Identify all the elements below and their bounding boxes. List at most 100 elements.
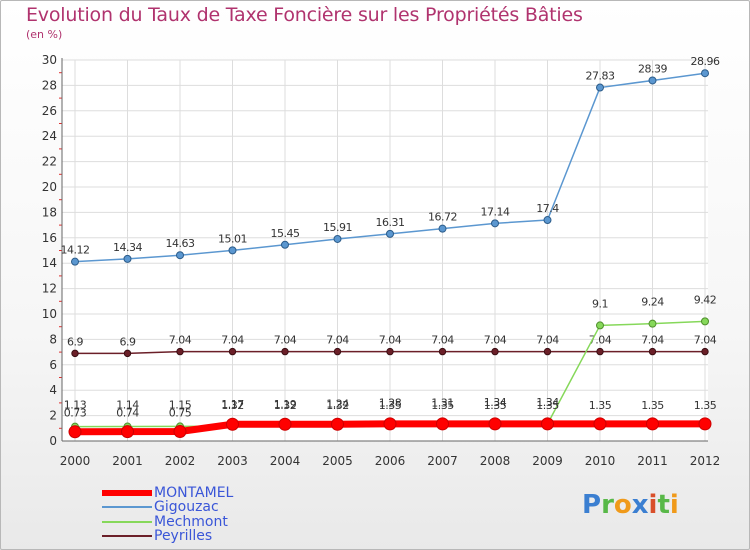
y-tick-label: 28 [42,78,57,92]
y-tick-label: 10 [42,307,57,321]
x-tick-label: 2012 [690,454,721,468]
data-point-gigouzac [491,219,499,228]
data-point-gigouzac [281,240,289,249]
data-label-montamel: 1.35 [484,399,507,412]
data-point-mechmont [648,319,657,328]
y-tick-label: 22 [42,155,57,169]
data-point-peyrilles [438,347,447,356]
legend-swatch-peyrilles [102,535,152,537]
chart-title: Evolution du Taux de Taxe Foncière sur l… [26,4,583,26]
data-label-mechmont: 1.28 [379,397,402,410]
data-label-mechmont: 9.24 [641,296,664,309]
data-point-montamel [121,425,134,439]
data-label-mechmont: 1.17 [221,398,244,411]
data-point-gigouzac [596,83,604,92]
x-tick-label: 2004 [270,454,301,468]
data-point-gigouzac [648,76,657,85]
data-point-mechmont [701,317,709,326]
data-point-peyrilles [333,347,342,356]
data-label-peyrilles: 6.9 [67,335,83,348]
data-label-montamel: 0.75 [169,406,192,419]
data-point-montamel [646,417,659,431]
data-point-peyrilles [491,347,499,356]
data-point-peyrilles [281,347,289,356]
data-label-gigouzac: 28.39 [638,62,667,75]
data-label-montamel: 0.73 [64,407,87,420]
data-label-mechmont: 9.1 [592,297,608,310]
legend-label-gigouzac: Gigouzac [154,499,219,515]
data-point-gigouzac [701,69,709,78]
data-label-gigouzac: 16.72 [428,211,457,224]
x-tick-label: 2011 [637,454,668,468]
y-tick-label: 0 [49,434,57,448]
y-axis-unit: (en %) [26,28,63,41]
data-label-montamel: 1.35 [641,399,664,412]
legend-swatch-mechmont [102,521,152,523]
data-label-montamel: 1.32 [326,399,349,412]
data-point-montamel [488,417,502,431]
data-label-mechmont: 9.42 [694,293,717,306]
data-label-gigouzac: 27.83 [586,70,615,83]
x-tick-label: 2002 [165,454,196,468]
y-tick-label: 8 [49,332,57,346]
data-point-montamel [698,417,712,431]
data-label-montamel: 1.35 [536,399,559,412]
data-point-peyrilles [176,347,184,356]
y-tick-label: 4 [49,383,57,397]
data-label-peyrilles: 7.04 [326,334,349,347]
data-label-gigouzac: 17.14 [481,205,510,218]
data-point-peyrilles [648,347,657,356]
data-label-mechmont: 1.34 [484,396,507,409]
x-tick-label: 2005 [322,454,353,468]
legend-swatch-montamel [102,490,152,496]
y-tick-label: 24 [42,129,57,143]
data-point-gigouzac [71,257,79,266]
proxiti-logo: Proxiti [582,490,679,520]
data-point-gigouzac [176,251,184,260]
y-tick-label: 18 [42,205,57,219]
data-label-mechmont: 1.14 [116,399,139,412]
data-label-peyrilles: 7.04 [431,334,454,347]
x-tick-label: 2008 [480,454,511,468]
data-label-peyrilles: 6.9 [120,335,136,348]
data-label-montamel: 1.35 [589,399,612,412]
data-point-gigouzac [228,246,237,255]
data-label-gigouzac: 14.63 [166,237,195,250]
y-tick-label: 20 [42,180,57,194]
data-label-peyrilles: 7.04 [641,334,664,347]
data-point-montamel [173,424,187,438]
data-point-montamel [383,417,397,431]
data-point-montamel [593,417,607,431]
legend-swatch-gigouzac [102,506,152,508]
data-label-mechmont: 1.15 [169,398,192,411]
data-point-montamel [331,417,344,431]
data-label-mechmont: 1.19 [274,398,297,411]
data-label-peyrilles: 7.04 [694,334,717,347]
data-label-peyrilles: 7.04 [484,334,507,347]
x-tick-label: 2007 [427,454,458,468]
y-tick-label: 30 [42,53,57,67]
y-tick-label: 2 [49,409,57,423]
legend-label-mechmont: Mechmont [154,514,228,530]
data-point-peyrilles [596,347,604,356]
y-tick-label: 26 [42,104,57,118]
data-point-peyrilles [543,347,552,356]
data-label-gigouzac: 17.4 [536,202,559,215]
data-point-peyrilles [123,349,132,358]
plot-area [62,60,708,441]
data-label-mechmont: 1.13 [64,399,87,412]
data-point-montamel [278,417,292,431]
data-label-gigouzac: 15.45 [271,227,300,240]
data-label-mechmont: 1.34 [536,396,559,409]
data-point-gigouzac [333,234,342,243]
data-label-gigouzac: 15.01 [218,232,247,245]
data-point-gigouzac [543,216,552,225]
data-label-peyrilles: 7.04 [169,334,192,347]
data-point-montamel [436,417,449,431]
x-tick-label: 2010 [585,454,616,468]
data-label-gigouzac: 14.12 [61,244,90,257]
data-point-montamel [541,417,554,431]
data-label-peyrilles: 7.04 [221,334,244,347]
x-tick-label: 2000 [60,454,91,468]
